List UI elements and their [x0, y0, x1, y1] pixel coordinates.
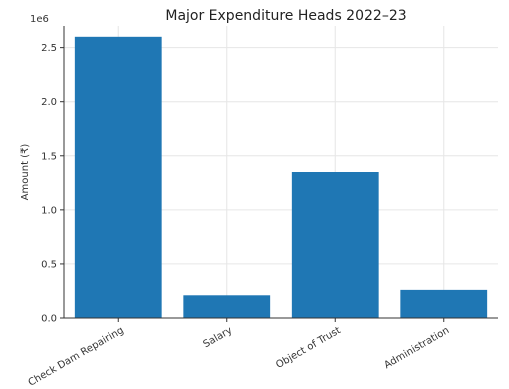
y-axis-offset-label: 1e6	[30, 14, 49, 25]
x-tick-label: Administration	[382, 325, 451, 371]
y-tick-label: 1.0	[41, 205, 57, 216]
bar	[291, 172, 379, 318]
y-tick-label: 0.5	[41, 259, 57, 270]
y-tick-label: 2.0	[41, 97, 57, 108]
y-tick-label: 2.5	[41, 43, 57, 54]
bars	[74, 36, 488, 318]
x-tick-label: Object of Trust	[274, 325, 343, 371]
bar	[183, 295, 271, 318]
x-tick-label: Check Dam Repairing	[27, 325, 126, 389]
y-tick-label: 1.5	[41, 151, 57, 162]
bar	[400, 289, 488, 318]
bar	[74, 36, 162, 318]
x-ticks: Check Dam Repairing Salary Object of Trust…	[27, 318, 451, 389]
chart-title: Major Expenditure Heads 2022–23	[165, 8, 406, 24]
axes	[63, 26, 498, 319]
y-tick-label: 0.0	[41, 314, 57, 325]
y-axis-label: Amount (₹)	[20, 144, 31, 201]
y-ticks: 0.0 0.5 1.0 1.5 2.0 2.5	[41, 43, 64, 325]
x-tick-label: Salary	[202, 325, 235, 350]
